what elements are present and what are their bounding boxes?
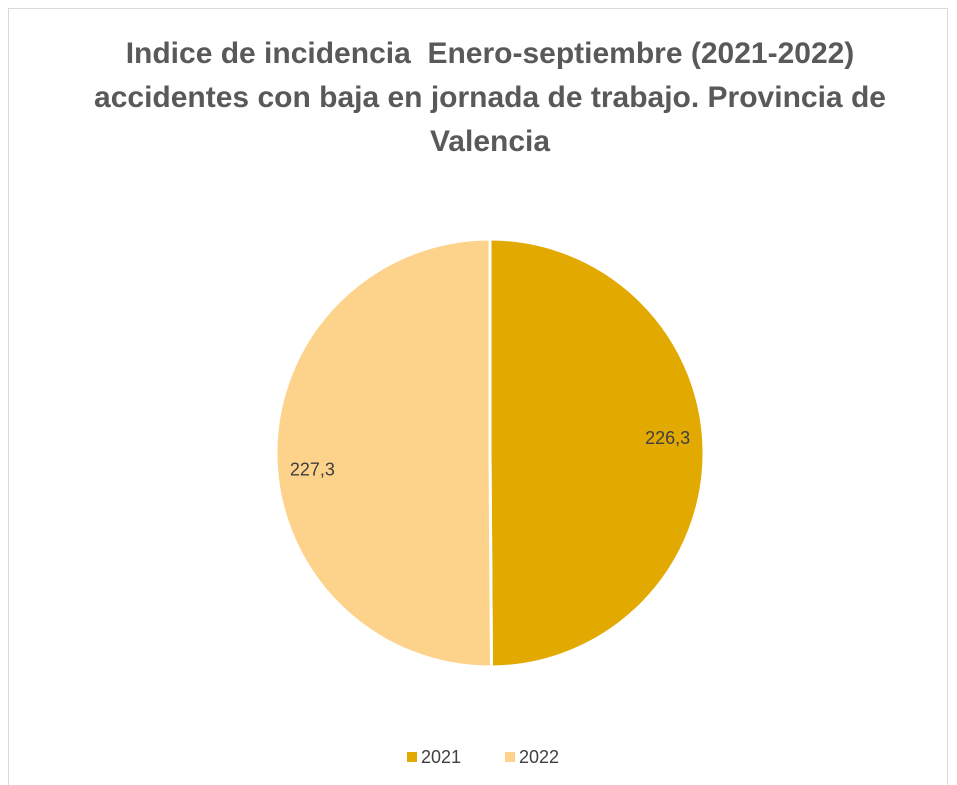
legend-swatch — [407, 752, 417, 762]
chart-border — [8, 8, 948, 785]
chart-title: Indice de incidencia Enero-septiembre (2… — [94, 37, 895, 158]
data-label: 226,3 — [645, 428, 690, 448]
legend-label: 2021 — [421, 747, 461, 767]
legend-label: 2022 — [519, 747, 559, 767]
data-label: 227,3 — [290, 459, 335, 479]
legend-swatch — [505, 752, 515, 762]
pie-slice — [488, 237, 706, 669]
pie-slice — [274, 237, 493, 669]
